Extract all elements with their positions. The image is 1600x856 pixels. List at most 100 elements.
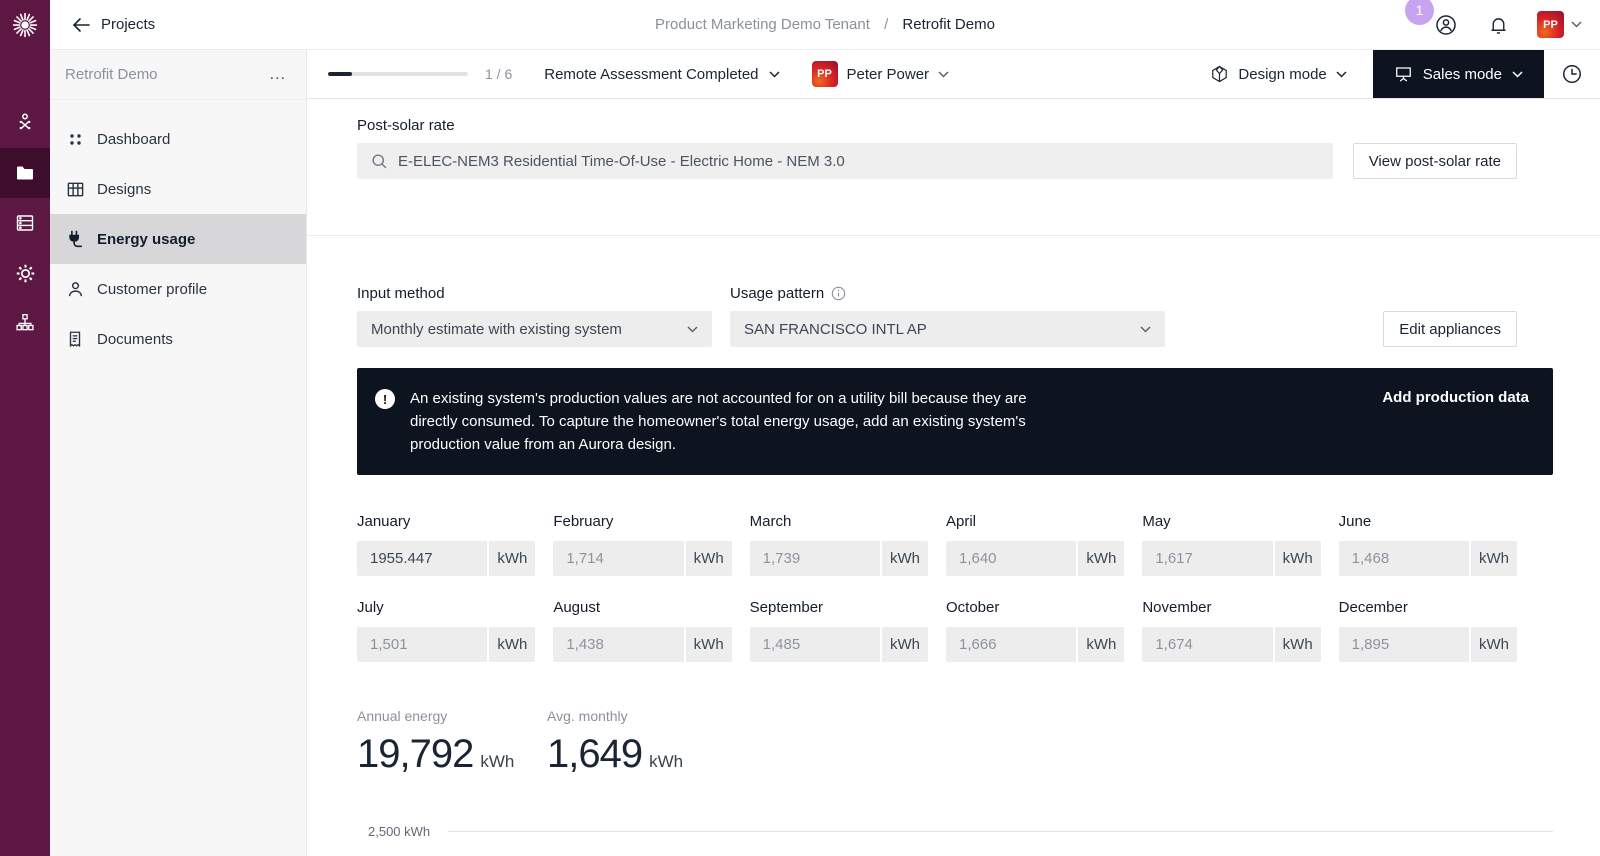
month-input-group: 1,485 kWh: [749, 627, 928, 662]
workflow-progress-bar: [328, 72, 468, 76]
sidebar-item-designs[interactable]: Designs: [50, 164, 306, 214]
month-value-input[interactable]: 1,485: [749, 627, 880, 662]
month-value-input[interactable]: 1,468: [1338, 541, 1469, 576]
sidebar-item-energy-usage[interactable]: Energy usage: [50, 214, 306, 264]
breadcrumb-project: Retrofit Demo: [902, 16, 995, 33]
kwh-unit-label: kWh: [881, 627, 928, 662]
mode-controls: Design mode Sales mode: [1210, 50, 1600, 98]
kwh-unit-label: kWh: [685, 627, 732, 662]
annual-energy-unit: kWh: [480, 752, 515, 771]
notification-count-badge[interactable]: 1: [1405, 0, 1434, 25]
month-field: July 1,501 kWh: [357, 599, 536, 662]
chevron-down-icon: [768, 70, 780, 78]
rail-projects-icon[interactable]: [0, 148, 50, 198]
month-field: April 1,640 kWh: [945, 513, 1125, 576]
chevron-down-icon: [938, 70, 949, 78]
view-post-solar-rate-button[interactable]: View post-solar rate: [1352, 143, 1517, 179]
usage-chart-top-gridline: 2,500 kWh: [357, 824, 1553, 839]
input-controls-labels: Input method Usage pattern: [357, 285, 1517, 302]
chevron-down-icon: [687, 325, 698, 333]
kwh-unit-label: kWh: [1274, 627, 1321, 662]
status-value: Remote Assessment Completed: [544, 65, 759, 83]
chevron-down-icon: [1512, 70, 1523, 78]
rail-database-icon[interactable]: [0, 198, 50, 248]
rail-settings-icon[interactable]: [0, 248, 50, 298]
post-solar-rate-search-input[interactable]: E-ELEC-NEM3 Residential Time-Of-Use - El…: [357, 143, 1333, 179]
aurora-logo-icon[interactable]: [0, 0, 50, 50]
chevron-down-icon: [1336, 70, 1347, 78]
sidebar-item-documents[interactable]: Documents: [50, 314, 306, 364]
edit-appliances-button[interactable]: Edit appliances: [1383, 311, 1517, 347]
gridline: [448, 831, 1553, 832]
month-value-input[interactable]: 1,714: [553, 541, 684, 576]
user-menu-chevron-icon[interactable]: [1571, 21, 1582, 28]
rail-orgchart-icon[interactable]: [0, 298, 50, 348]
grid-dots-icon: [65, 129, 85, 149]
month-label: November: [1142, 599, 1212, 616]
month-label: February: [553, 513, 614, 530]
assignee-dropdown[interactable]: PP Peter Power: [811, 61, 950, 87]
month-value-input[interactable]: 1955.447: [357, 541, 488, 576]
avg-monthly-unit: kWh: [649, 752, 684, 771]
month-value-input[interactable]: 1,739: [749, 541, 880, 576]
project-overflow-menu-button[interactable]: ...: [269, 65, 286, 83]
usage-pattern-label-text: Usage pattern: [730, 285, 825, 302]
month-input-group: 1,739 kWh: [749, 541, 928, 576]
info-icon[interactable]: [831, 286, 846, 301]
add-production-data-button[interactable]: Add production data: [1382, 389, 1529, 406]
energy-usage-page: Post-solar rate E-ELEC-NEM3 Residential …: [307, 99, 1600, 856]
month-label: July: [357, 599, 384, 616]
assignee-name: Peter Power: [846, 65, 930, 83]
rail-customer-icon[interactable]: [0, 98, 50, 148]
usage-pattern-dropdown[interactable]: SAN FRANCISCO INTL AP: [730, 311, 1165, 347]
breadcrumb-tenant: Product Marketing Demo Tenant: [655, 16, 870, 33]
chevron-down-icon: [1140, 325, 1151, 333]
month-label: April: [945, 513, 976, 530]
cube-icon: [1212, 65, 1228, 83]
month-field: May 1,617 kWh: [1142, 513, 1321, 576]
design-mode-button[interactable]: Design mode: [1210, 64, 1347, 84]
month-value-input[interactable]: 1,640: [945, 541, 1077, 576]
month-label: August: [553, 599, 601, 616]
annual-energy-value: 19,792: [357, 732, 474, 776]
month-field: August 1,438 kWh: [553, 599, 732, 662]
project-title: Retrofit Demo: [65, 66, 158, 83]
kwh-unit-label: kWh: [685, 541, 732, 576]
month-field: December 1,895 kWh: [1338, 599, 1517, 662]
month-input-group: 1,674 kWh: [1142, 627, 1321, 662]
breadcrumb: Product Marketing Demo Tenant / Retrofit…: [50, 16, 1600, 33]
month-value-input[interactable]: 1,501: [357, 627, 488, 662]
input-method-dropdown[interactable]: Monthly estimate with existing system: [357, 311, 712, 347]
month-input-group: 1,714 kWh: [553, 541, 732, 576]
history-button[interactable]: [1544, 63, 1600, 85]
support-button[interactable]: [1429, 8, 1463, 42]
month-label: May: [1142, 513, 1171, 530]
usage-pattern-value: SAN FRANCISCO INTL AP: [744, 320, 927, 338]
month-input-group: 1,468 kWh: [1338, 541, 1517, 576]
avg-monthly-label: Avg. monthly: [547, 708, 628, 724]
back-to-projects-button[interactable]: Projects: [72, 16, 155, 33]
month-field: October 1,666 kWh: [945, 599, 1125, 662]
presentation-icon: [1395, 67, 1411, 82]
month-value-input[interactable]: 1,617: [1142, 541, 1273, 576]
alert-icon: !: [375, 389, 395, 409]
user-avatar[interactable]: PP: [1537, 11, 1564, 38]
input-method-value: Monthly estimate with existing system: [371, 320, 622, 338]
month-value-input[interactable]: 1,895: [1338, 627, 1469, 662]
sidebar-item-customer-profile[interactable]: Customer profile: [50, 264, 306, 314]
sales-mode-button[interactable]: Sales mode: [1372, 50, 1544, 98]
sidebar-item-label: Dashboard: [97, 130, 171, 148]
month-input-group: 1,617 kWh: [1142, 541, 1321, 576]
notifications-button[interactable]: [1481, 8, 1515, 42]
usage-pattern-label: Usage pattern: [730, 285, 846, 302]
month-value-input[interactable]: 1,674: [1142, 627, 1273, 662]
month-label: January: [357, 513, 411, 530]
sidebar-item-dashboard[interactable]: Dashboard: [50, 114, 306, 164]
kwh-unit-label: kWh: [489, 541, 536, 576]
status-dropdown[interactable]: Remote Assessment Completed: [544, 65, 780, 83]
avg-monthly-stat: Avg. monthly 1,649 kWh: [547, 708, 737, 777]
month-value-input[interactable]: 1,438: [553, 627, 684, 662]
person-icon: [65, 279, 85, 299]
month-value-input[interactable]: 1,666: [945, 627, 1077, 662]
